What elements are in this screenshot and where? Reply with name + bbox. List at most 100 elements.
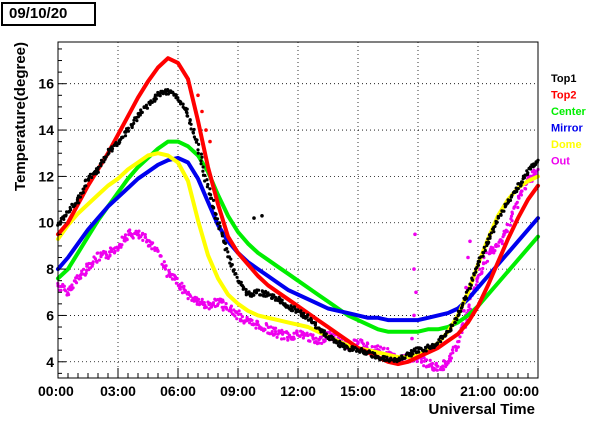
annotation-point (468, 239, 472, 244)
series-point (495, 220, 499, 224)
series-point (249, 318, 253, 322)
series-point (481, 254, 485, 258)
series-point (483, 248, 487, 253)
series-point (181, 102, 185, 106)
series-point (78, 195, 82, 199)
series-point (476, 262, 480, 266)
series-point (68, 205, 72, 210)
series-point (516, 182, 520, 186)
series-point (110, 149, 114, 153)
series-point (381, 347, 385, 351)
series-point (81, 190, 85, 195)
series-point (113, 249, 117, 254)
series-point (84, 184, 88, 188)
series-point (131, 236, 135, 240)
series-point (150, 247, 154, 251)
series-line (56, 155, 540, 323)
series-point (273, 332, 277, 336)
series-point (137, 229, 141, 233)
series-point (366, 342, 370, 346)
series-point (515, 200, 519, 204)
series-point (293, 307, 297, 311)
series-point (468, 286, 472, 290)
series-point (107, 151, 111, 155)
series-point (358, 350, 362, 354)
series-point (323, 339, 327, 343)
series-point (461, 301, 465, 305)
date-label: 09/10/20 (1, 2, 96, 26)
y-tick-label: 4 (46, 354, 54, 370)
series-point (496, 214, 500, 219)
legend-entry-top1: Top1 (551, 73, 576, 85)
series-point (492, 230, 496, 234)
x-tick-label: 00:00 (503, 383, 539, 399)
x-tick-label: 12:00 (280, 383, 316, 399)
series-point (166, 88, 170, 92)
series-point (64, 289, 68, 293)
series-point (493, 249, 497, 253)
series-point (455, 317, 459, 322)
series-point (422, 364, 426, 368)
series-point (229, 257, 233, 261)
series-point (266, 325, 270, 329)
series-point (85, 264, 89, 268)
series-point (174, 281, 178, 285)
series-point (155, 246, 159, 250)
series-point (320, 341, 324, 345)
series-point (128, 228, 132, 232)
series-point (515, 189, 519, 194)
annotation-top2 (186, 77, 212, 144)
series-point (104, 253, 109, 257)
series-point (188, 119, 192, 123)
series-point (516, 205, 520, 210)
series-point (125, 238, 129, 242)
series-point (199, 162, 203, 166)
annotation-top1 (252, 214, 264, 220)
series-point (242, 321, 246, 325)
series-point (144, 103, 148, 107)
legend: Top1 Top2 Center Mirror Dome Out (551, 73, 587, 168)
series-point (301, 336, 305, 340)
series-point (248, 294, 252, 298)
series-point (153, 248, 157, 252)
series-point (231, 268, 235, 272)
series-point (71, 286, 75, 290)
series-point (453, 321, 457, 325)
series-point (500, 239, 504, 243)
series-point (467, 305, 471, 309)
series-point (334, 339, 338, 343)
series-point (139, 108, 143, 112)
series-mirror (56, 155, 540, 323)
series-point (88, 172, 92, 176)
series-point (311, 333, 315, 337)
series-point (150, 100, 154, 104)
series-point (209, 196, 213, 200)
series-point (309, 332, 313, 336)
series-point (108, 254, 112, 258)
series-point (469, 283, 473, 287)
series-point (99, 161, 103, 165)
annotation-point (208, 139, 212, 144)
series-point (221, 300, 225, 304)
series-point (143, 233, 147, 237)
series-point (236, 312, 240, 316)
series-point (199, 152, 203, 156)
series-point (186, 297, 190, 301)
y-tick-label: 8 (46, 261, 54, 277)
series-point (201, 165, 205, 169)
series-point (482, 245, 486, 249)
series-point (123, 233, 128, 237)
series-point (282, 337, 286, 341)
series-point (480, 270, 484, 275)
series-point (67, 293, 71, 297)
series-point (421, 349, 425, 353)
series-point (233, 272, 237, 276)
series-point (443, 334, 447, 338)
x-tick-label: 06:00 (160, 383, 196, 399)
series-point (180, 281, 184, 285)
series-point (434, 368, 438, 372)
series-point (140, 110, 144, 114)
series-point (513, 205, 517, 209)
series-point (239, 312, 243, 316)
